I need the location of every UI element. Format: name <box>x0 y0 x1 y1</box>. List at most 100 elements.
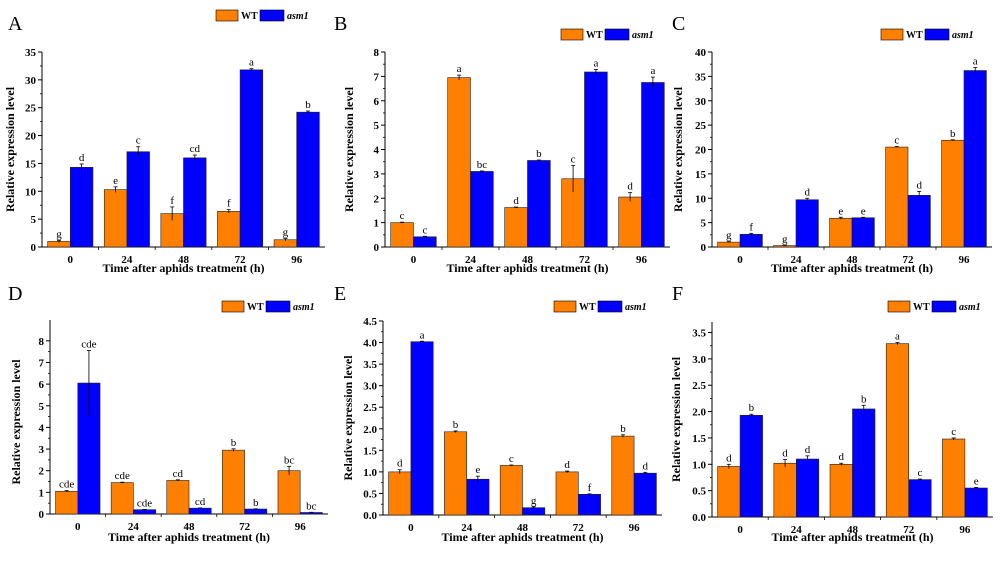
significance-label-wt: c <box>509 453 514 465</box>
y-tick-label: 7 <box>374 71 380 83</box>
y-tick-label: 15 <box>695 169 707 181</box>
bar-wt <box>388 471 412 516</box>
bar-wt <box>499 465 523 516</box>
y-tick-label: 6 <box>39 379 45 391</box>
bar-asm1 <box>183 157 207 248</box>
significance-label-wt: cde <box>59 479 74 491</box>
significance-label-asm1: b <box>861 393 867 405</box>
significance-label-wt: c <box>894 135 899 147</box>
legend-swatch-asm1 <box>259 9 285 22</box>
x-tick-label: 24 <box>121 254 133 266</box>
bar-asm1 <box>641 82 665 248</box>
chart-panel-a: A WT asm1 0 5 10 15 20 25 30 35 0 g d 24 e c 48 f cd 72 f a 96 g… <box>3 9 325 275</box>
significance-label-asm1: a <box>650 65 655 77</box>
bar-asm1 <box>739 234 763 248</box>
chart-panel-b: B WT asm1 0 1 2 3 4 5 6 7 8 0 c c 24 a bc 48 d b 72 c a 96 d a Time… <box>334 13 670 275</box>
y-tick-label: 2.5 <box>363 402 377 414</box>
bar-wt <box>444 431 468 516</box>
y-tick-label: 3.0 <box>692 354 706 366</box>
y-tick-label: 10 <box>25 186 37 198</box>
legend-swatch-asm1 <box>924 28 950 41</box>
significance-label-wt: g <box>56 228 62 240</box>
x-axis-title: Time after aphids treatment (h) <box>108 530 270 544</box>
y-tick-label: 0.5 <box>363 488 377 500</box>
significance-label-asm1: a <box>249 57 254 69</box>
y-tick-label: 2.5 <box>692 380 706 392</box>
panel-letter: A <box>8 13 23 35</box>
y-tick-label: 4.0 <box>363 338 377 350</box>
legend-label-wt: WT <box>906 30 923 41</box>
significance-label-wt: g <box>782 233 788 245</box>
bar-asm1 <box>470 171 494 248</box>
significance-label-wt: a <box>895 331 900 343</box>
y-tick-label: 3.0 <box>363 381 377 393</box>
significance-label-asm1: a <box>593 58 598 70</box>
x-tick-label: 48 <box>178 254 190 266</box>
bar-wt <box>110 482 134 515</box>
x-tick-label: 0 <box>737 254 743 266</box>
y-tick-label: 25 <box>695 120 707 132</box>
bar-asm1 <box>244 508 268 515</box>
y-tick-label: 5 <box>374 120 380 132</box>
bar-asm1 <box>633 472 657 516</box>
y-tick-label: 20 <box>695 145 707 157</box>
legend-swatch-asm1 <box>604 28 630 41</box>
bar-asm1 <box>963 70 987 248</box>
bar-wt <box>166 480 190 515</box>
bar-wt <box>103 189 128 248</box>
bar-wt <box>829 463 853 518</box>
bar-asm1 <box>795 199 819 248</box>
significance-label-wt: b <box>231 437 237 449</box>
y-tick-label: 35 <box>25 47 37 59</box>
significance-label-wt: c <box>400 210 405 222</box>
legend-swatch-wt <box>880 28 904 41</box>
significance-label-asm1: bc <box>477 159 488 171</box>
y-axis-title: Relative expression level <box>671 86 685 212</box>
significance-label-asm1: e <box>974 475 979 487</box>
significance-label-wt: d <box>513 195 519 207</box>
panel-letter: D <box>8 283 22 305</box>
y-tick-label: 25 <box>25 103 37 115</box>
x-tick-label: 96 <box>629 522 641 534</box>
x-tick-label: 24 <box>128 521 140 533</box>
significance-label-asm1: e <box>861 205 866 217</box>
x-tick-label: 96 <box>959 524 971 536</box>
y-tick-label: 8 <box>39 336 45 348</box>
significance-label-asm1: b <box>305 99 311 111</box>
bar-wt <box>942 438 966 518</box>
bar-wt <box>885 146 909 248</box>
significance-label-wt: cde <box>115 470 130 482</box>
legend-label-asm1: asm1 <box>625 302 647 313</box>
chart-panel-e: E WT asm1 0.0 0.5 1.0 1.5 2.0 2.5 3.0 3.5 4.0 4.5 0 d a… <box>334 283 662 544</box>
x-tick-label: 96 <box>291 254 303 266</box>
legend: WT asm1 <box>560 28 654 41</box>
y-tick-label: 3.5 <box>363 359 377 371</box>
bar-asm1 <box>584 71 608 248</box>
significance-label-asm1: c <box>136 135 141 147</box>
legend: WT asm1 <box>221 300 315 313</box>
x-tick-label: 48 <box>522 254 534 266</box>
significance-label-asm1: cde <box>137 497 152 509</box>
bar-wt <box>222 449 245 515</box>
significance-label-asm1: cd <box>190 143 201 155</box>
significance-label-wt: d <box>782 448 788 460</box>
x-tick-label: 96 <box>959 254 971 266</box>
y-tick-label: 0.0 <box>363 510 377 522</box>
significance-label-asm1: d <box>805 444 811 456</box>
x-tick-label: 72 <box>235 254 247 266</box>
bar-wt <box>717 466 741 518</box>
significance-label-wt: b <box>453 419 459 431</box>
y-tick-label: 5 <box>31 214 37 226</box>
y-tick-label: 35 <box>695 71 707 83</box>
bar-wt <box>885 343 909 518</box>
legend-label-wt: WT <box>579 302 596 313</box>
significance-label-wt: c <box>571 153 576 165</box>
x-tick-label: 24 <box>791 254 803 266</box>
y-tick-label: 2 <box>374 193 380 205</box>
significance-label-wt: e <box>838 205 843 217</box>
y-tick-label: 3 <box>374 169 380 181</box>
legend-swatch-wt <box>553 300 577 313</box>
y-tick-label: 1 <box>374 218 380 230</box>
x-tick-label: 48 <box>517 522 529 534</box>
